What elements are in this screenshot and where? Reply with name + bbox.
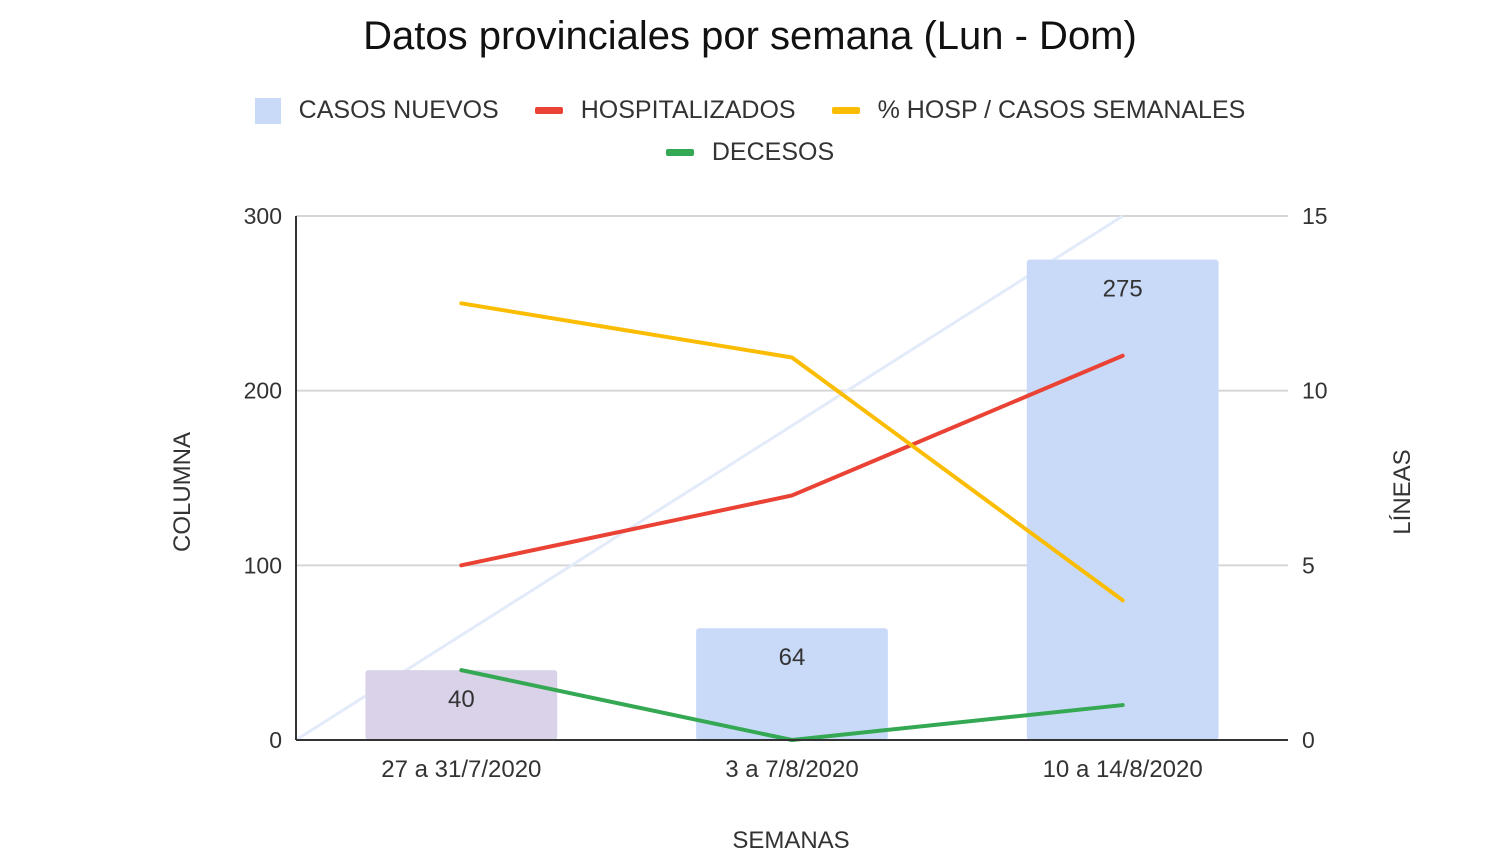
y-left-tick-label: 300 (244, 203, 282, 229)
x-tick-label: 27 a 31/7/2020 (381, 756, 541, 783)
right-axis-title: LÍNEAS (1389, 449, 1416, 534)
legend-label-casos-nuevos: CASOS NUEVOS (298, 96, 499, 124)
series-line (459, 301, 1125, 603)
bar-data-label: 64 (779, 644, 806, 671)
y-left-tick-label: 200 (244, 378, 282, 404)
bar-data-label: 40 (448, 686, 475, 713)
legend-swatch-hospitalizados (534, 107, 563, 114)
bars: 40 64 275 (365, 259, 1219, 740)
legend-label-hospitalizados: HOSPITALIZADOS (580, 96, 796, 124)
series-line (459, 353, 1125, 568)
bar (696, 628, 888, 740)
legend-row-1: CASOS NUEVOS HOSPITALIZADOS % HOSP / CAS… (0, 96, 1500, 125)
chart-title: Datos provinciales por semana (Lun - Dom… (363, 14, 1137, 58)
legend-item-hospitalizados[interactable]: HOSPITALIZADOS (534, 96, 796, 125)
legend-swatch-casos-nuevos (254, 97, 281, 124)
x-tick-label: 10 a 14/8/2020 (1043, 756, 1203, 783)
legend-label-hosp-pct: % HOSP / CASOS SEMANALES (877, 96, 1246, 124)
casos-nuevos-trendline (295, 214, 1124, 742)
legend-item-decesos[interactable]: DECESOS (665, 138, 835, 167)
x-tick-label: 3 a 7/8/2020 (725, 756, 858, 783)
bar (365, 670, 558, 740)
legend-item-hosp-pct[interactable]: % HOSP / CASOS SEMANALES (831, 96, 1246, 125)
legend-item-casos-nuevos[interactable]: CASOS NUEVOS (254, 96, 499, 125)
bar (1026, 259, 1219, 740)
y-right-tick-label: 0 (1302, 727, 1315, 753)
y-right-tick-label: 15 (1302, 203, 1328, 229)
bar-data-label: 275 (1103, 276, 1143, 303)
y-right-tick-label: 10 (1302, 378, 1328, 404)
legend-label-decesos: DECESOS (711, 138, 835, 166)
legend-swatch-decesos (665, 149, 694, 156)
y-left-tick-label: 100 (244, 552, 282, 578)
tick-labels: 0 100 200 300 0 5 10 15 27 a 31/7/2020 3 a 7/8/20… (244, 203, 1328, 783)
legend-swatch-hosp-pct (831, 107, 860, 114)
y-left-tick-label: 0 (269, 727, 282, 753)
legend-row-2: DECESOS (0, 138, 1500, 167)
left-axis-title: COLUMNA (169, 432, 196, 552)
x-axis-title: SEMANAS (732, 827, 849, 854)
y-right-tick-label: 5 (1302, 552, 1315, 578)
